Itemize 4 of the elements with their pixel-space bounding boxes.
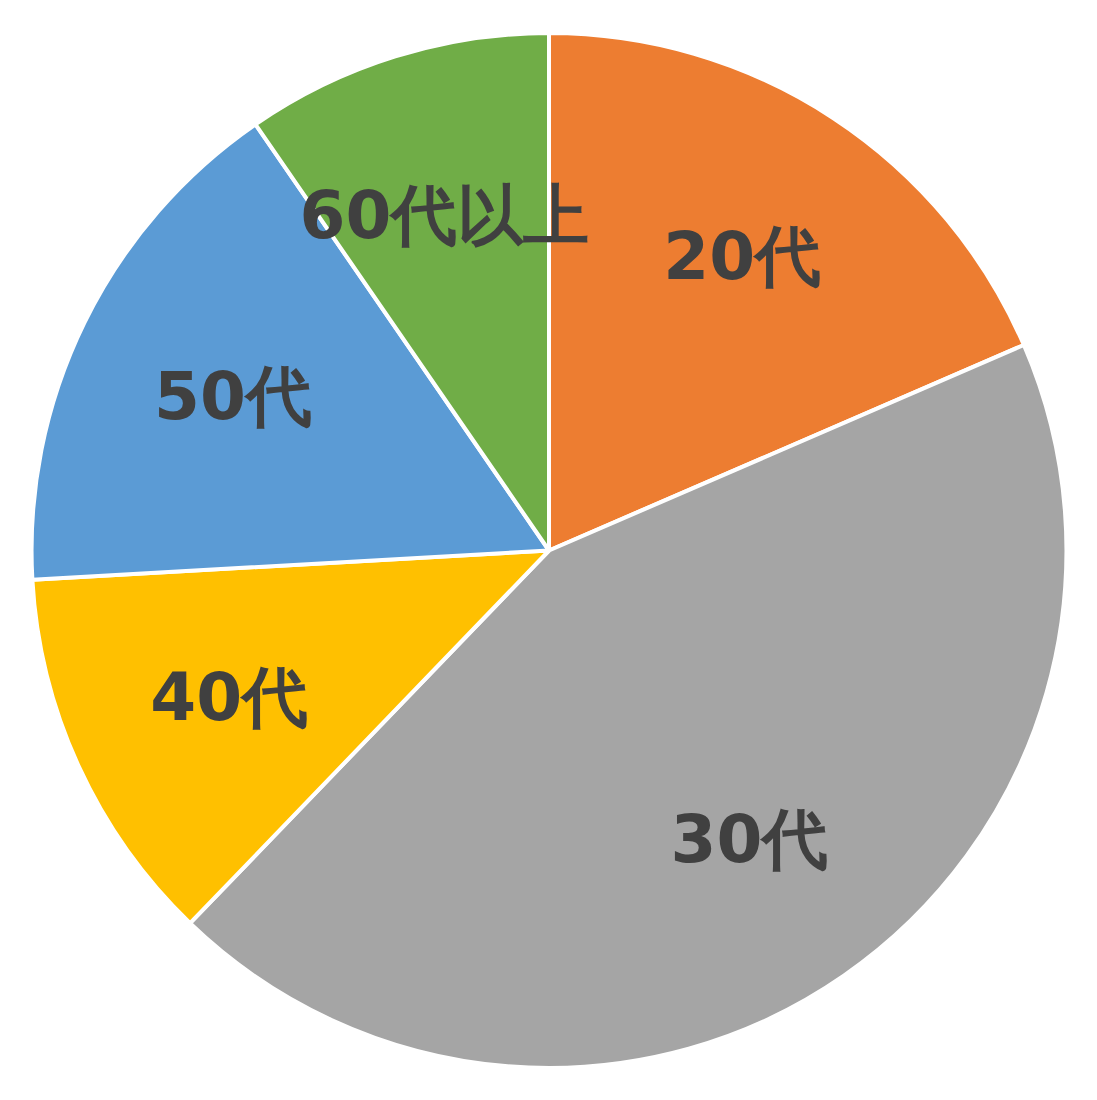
slice-label: 50代 bbox=[154, 357, 312, 435]
slice-label: 40代 bbox=[150, 658, 309, 736]
slice-label: 30代 bbox=[670, 800, 829, 878]
slice-label: 20代 bbox=[663, 218, 822, 296]
